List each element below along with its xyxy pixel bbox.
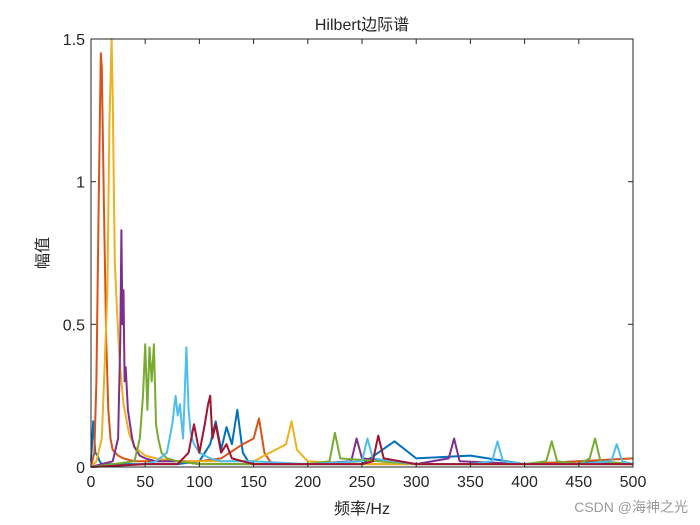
series-line-3	[90, 38, 633, 468]
series-line-6	[90, 346, 634, 468]
x-tick-label: 400	[511, 474, 538, 491]
x-tick-label: 0	[87, 474, 96, 491]
chart-title: Hilbert边际谱	[315, 16, 409, 34]
x-tick-label: 450	[565, 474, 592, 491]
y-tick-label: 0	[76, 460, 85, 477]
x-tick-label: 350	[457, 474, 484, 491]
series-layer	[90, 38, 634, 468]
series-line-7	[90, 394, 633, 468]
y-tick-label: 0.5	[63, 317, 85, 334]
x-tick-label: 300	[403, 474, 430, 491]
y-axis-label: 幅值	[34, 237, 52, 269]
x-tick-label: 100	[186, 474, 213, 491]
y-ticks: 0 0.5 1 1.5	[63, 32, 633, 477]
series-line-2	[90, 52, 634, 468]
x-tick-label: 250	[349, 474, 376, 491]
series-line-4	[90, 229, 633, 468]
x-tick-label: 150	[240, 474, 267, 491]
x-ticks: 0 50 100 150 200 250 300 350 400 450 500	[87, 39, 647, 491]
x-tick-label: 50	[136, 474, 154, 491]
y-tick-label: 1	[76, 175, 85, 192]
series-line-5	[90, 343, 634, 468]
x-tick-label: 200	[294, 474, 321, 491]
watermark: CSDN @海神之光	[574, 499, 688, 515]
x-tick-label: 500	[620, 474, 647, 491]
y-tick-label: 1.5	[63, 32, 85, 49]
x-axis-label: 频率/Hz	[334, 500, 390, 518]
plot-area-frame	[90, 38, 634, 468]
